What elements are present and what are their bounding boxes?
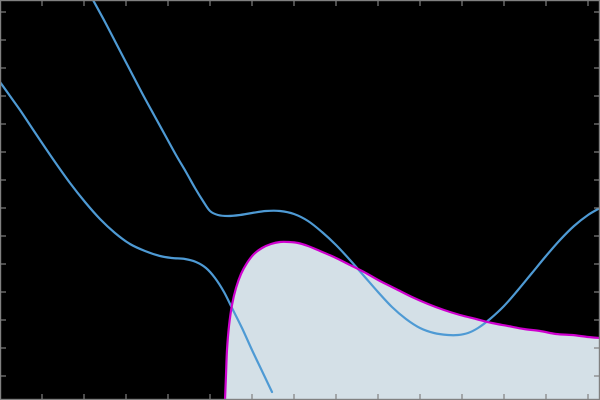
magenta-area-fill bbox=[225, 241, 600, 400]
magenta-curve bbox=[223, 240, 600, 400]
blue-curve-a bbox=[0, 80, 274, 394]
fill-region-group bbox=[225, 241, 600, 400]
blue-curve-b bbox=[91, 0, 600, 337]
